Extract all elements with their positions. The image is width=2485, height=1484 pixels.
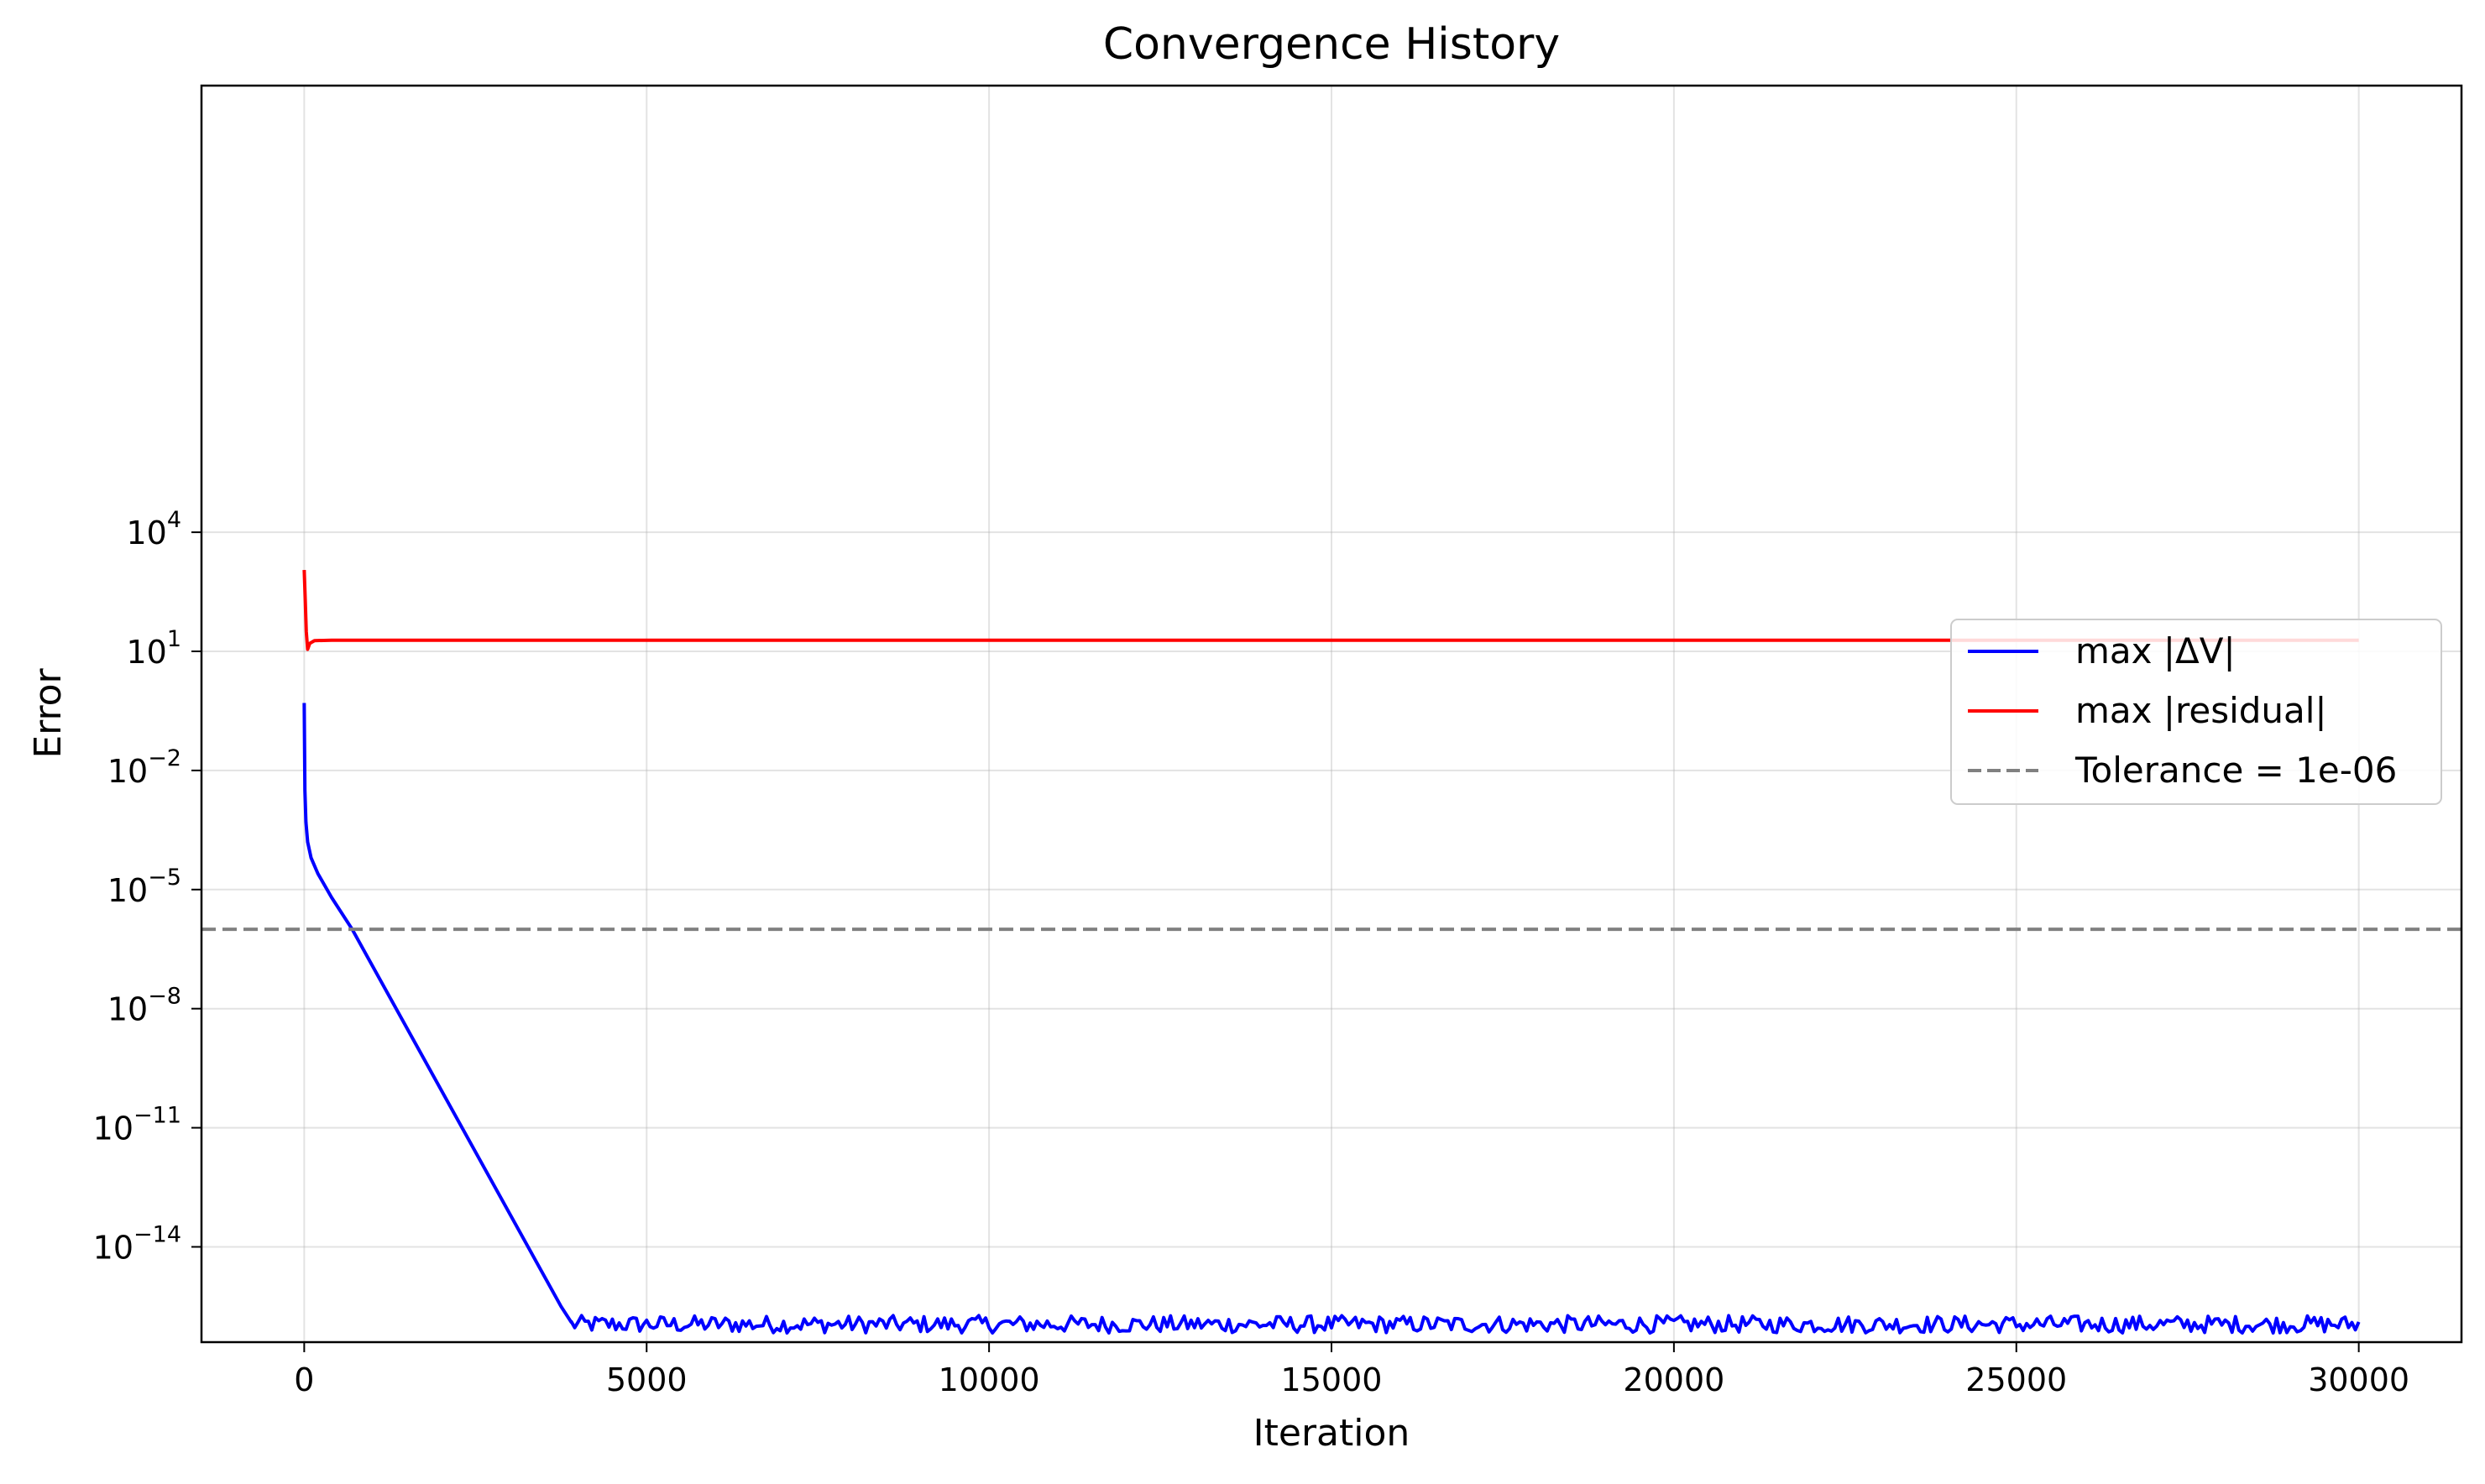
y-tick-exponent: 4 bbox=[167, 507, 181, 533]
y-tick-base: 10 bbox=[93, 1110, 133, 1147]
chart-title: Convergence History bbox=[1103, 19, 1560, 70]
y-tick-base: 10 bbox=[107, 872, 148, 909]
y-tick-base: 10 bbox=[93, 1229, 133, 1266]
x-tick-label: 5000 bbox=[606, 1361, 688, 1398]
y-tick-base: 10 bbox=[107, 991, 148, 1028]
y-tick-exponent: 1 bbox=[167, 626, 181, 652]
y-tick-exponent: −5 bbox=[148, 865, 181, 891]
y-tick-label: 10−2 bbox=[107, 745, 181, 790]
y-tick-label: 10−14 bbox=[93, 1221, 181, 1266]
y-tick-label: 101 bbox=[126, 626, 181, 671]
y-tick-exponent: −2 bbox=[148, 745, 181, 771]
legend-box bbox=[1950, 619, 2442, 805]
series-residual-line bbox=[302, 569, 2359, 651]
y-tick-exponent: −8 bbox=[148, 984, 181, 1010]
x-tick-label: 30000 bbox=[2308, 1361, 2409, 1398]
y-axis-label: Error bbox=[27, 667, 70, 758]
y-tick-base: 10 bbox=[126, 515, 166, 551]
x-axis-label: Iteration bbox=[1253, 1412, 1410, 1455]
y-tick-base: 10 bbox=[107, 753, 148, 790]
y-tick-exponent: −11 bbox=[133, 1103, 181, 1129]
legend-label-tolerance: Tolerance = 1e-06 bbox=[2074, 750, 2397, 791]
y-tick-exponent: −14 bbox=[133, 1221, 181, 1247]
x-tick-label: 0 bbox=[294, 1361, 314, 1398]
x-tick-label: 20000 bbox=[1623, 1361, 1724, 1398]
series-delta-v-line bbox=[302, 703, 2361, 1335]
x-axis-ticks: 0 5000 10000 15000 20000 25000 30000 bbox=[294, 1342, 2409, 1398]
y-tick-label: 104 bbox=[126, 507, 181, 551]
x-tick-label: 10000 bbox=[939, 1361, 1040, 1398]
y-tick-label: 10−5 bbox=[107, 865, 181, 909]
y-tick-label: 10−11 bbox=[93, 1103, 181, 1147]
legend-label-delta-v: max |ΔV| bbox=[2075, 630, 2236, 671]
legend: max |ΔV| max |residual| Tolerance = 1e-0… bbox=[1950, 619, 2442, 805]
legend-label-residual: max |residual| bbox=[2075, 690, 2327, 731]
x-tick-label: 25000 bbox=[1965, 1361, 2067, 1398]
x-tick-label: 15000 bbox=[1281, 1361, 1383, 1398]
y-tick-base: 10 bbox=[126, 634, 166, 671]
y-tick-label: 10−8 bbox=[107, 984, 181, 1028]
series-layer bbox=[201, 569, 2461, 1335]
